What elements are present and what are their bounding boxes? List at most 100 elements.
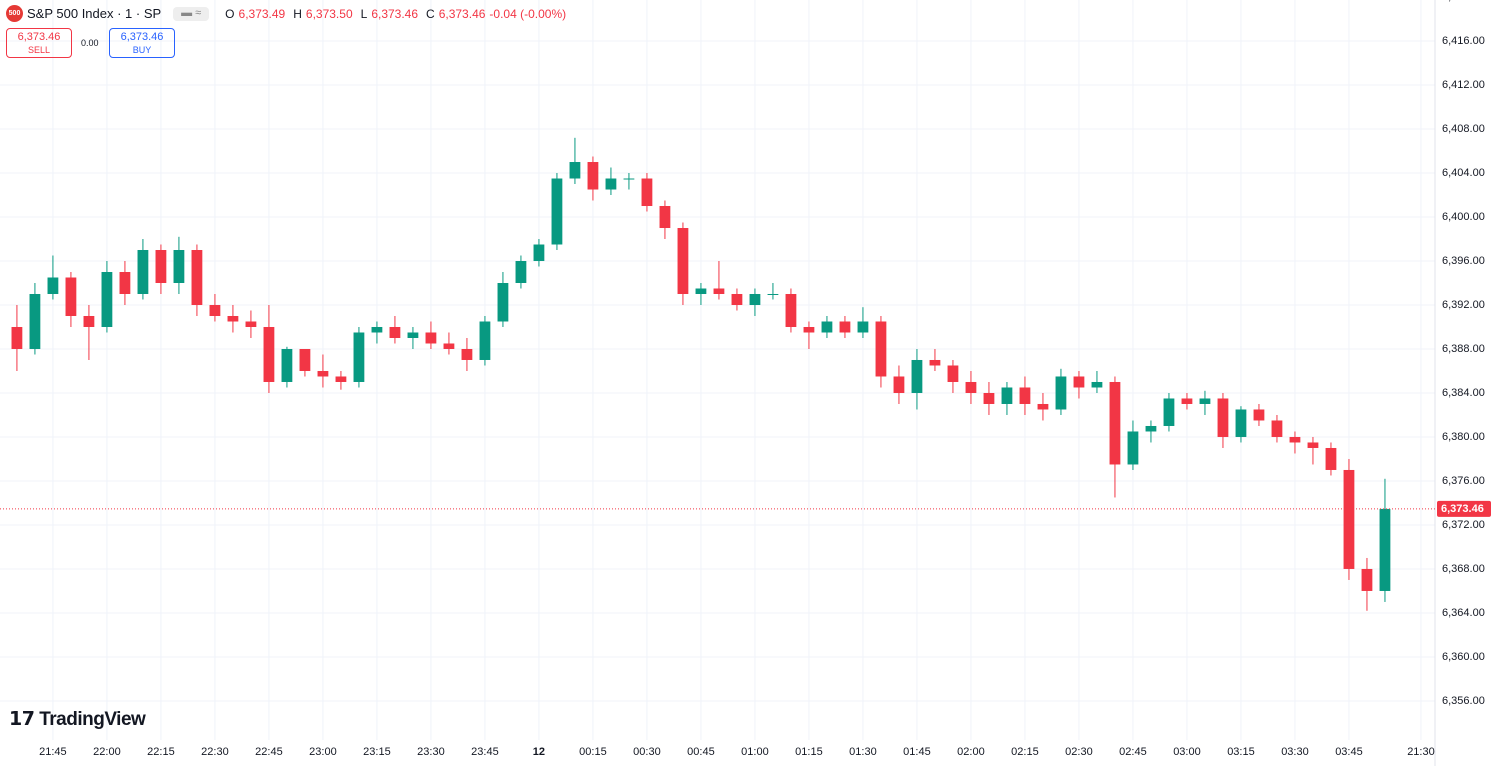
candle-body bbox=[479, 321, 491, 360]
candle-body bbox=[605, 178, 617, 190]
candle-body bbox=[821, 321, 833, 333]
x-tick-label: 01:45 bbox=[903, 746, 931, 758]
candle-body bbox=[263, 326, 275, 382]
candle-body bbox=[407, 332, 419, 338]
candle-body bbox=[65, 277, 77, 316]
sell-button[interactable]: 6,373.46 SELL bbox=[6, 28, 72, 58]
sell-label: SELL bbox=[27, 45, 51, 55]
candle-body bbox=[623, 178, 635, 180]
candle-body bbox=[659, 206, 671, 229]
candle-body bbox=[191, 250, 203, 305]
x-tick-label: 01:30 bbox=[849, 746, 877, 758]
y-tick-label: 6,400.00 bbox=[1442, 211, 1485, 223]
candle-body bbox=[1361, 568, 1373, 591]
candle-body bbox=[29, 293, 41, 349]
candle-body bbox=[1271, 420, 1283, 437]
candle-body bbox=[1127, 431, 1139, 465]
candle-body bbox=[893, 376, 905, 393]
candle-body bbox=[1181, 398, 1193, 404]
y-tick-label: 6,360.00 bbox=[1442, 651, 1485, 663]
candle-body bbox=[1343, 469, 1355, 569]
ohlc-value: 6,373.50 bbox=[305, 6, 353, 21]
spread: 0.00 bbox=[81, 38, 99, 48]
candle-body bbox=[119, 272, 131, 294]
candle-body bbox=[1037, 403, 1049, 410]
x-tick-label: 00:30 bbox=[633, 746, 661, 758]
x-tick-label: 23:30 bbox=[417, 746, 445, 758]
candle-body bbox=[1073, 376, 1085, 388]
candle-body bbox=[101, 272, 113, 327]
last-price-box bbox=[1437, 500, 1491, 517]
candle-body bbox=[1109, 381, 1121, 465]
buy-label: BUY bbox=[132, 45, 152, 55]
y-tick-label: 6,420.00 bbox=[1442, 0, 1485, 3]
x-tick-label: 22:15 bbox=[147, 746, 175, 758]
candle-body bbox=[515, 261, 527, 283]
x-tick-label: 02:15 bbox=[1011, 746, 1039, 758]
candle-body bbox=[1307, 442, 1319, 448]
candle-body bbox=[155, 250, 167, 283]
last-price-label: 6,373.46 bbox=[1441, 503, 1484, 515]
candle-body bbox=[839, 321, 851, 333]
candle-body bbox=[731, 293, 743, 305]
x-tick-label: 00:45 bbox=[687, 746, 715, 758]
candle-body bbox=[587, 162, 599, 190]
candle-body bbox=[767, 293, 779, 295]
buy-button[interactable]: 6,373.46 BUY bbox=[109, 28, 175, 58]
candle-body bbox=[713, 288, 725, 294]
candle-body bbox=[137, 250, 149, 294]
x-tick-label: 03:15 bbox=[1227, 746, 1255, 758]
candle-body bbox=[1163, 398, 1175, 426]
candle-body bbox=[461, 348, 473, 360]
symbol[interactable]: S&P 500 Index · 1 · SP bbox=[27, 6, 162, 21]
x-tick-label: 23:00 bbox=[309, 746, 337, 758]
x-tick-label: 00:15 bbox=[579, 746, 607, 758]
y-tick-label: 6,412.00 bbox=[1442, 79, 1485, 91]
candle-body bbox=[281, 348, 293, 382]
candle-body bbox=[371, 326, 383, 333]
y-tick-label: 6,356.00 bbox=[1442, 695, 1485, 707]
candle-body bbox=[965, 381, 977, 393]
candle-body bbox=[425, 332, 437, 344]
y-tick-label: 6,372.00 bbox=[1442, 519, 1485, 531]
x-tick-label: 22:00 bbox=[93, 746, 121, 758]
candle-body bbox=[1199, 398, 1211, 404]
symbol-badge: 500 bbox=[6, 5, 23, 22]
x-tick-label: 02:00 bbox=[957, 746, 985, 758]
candle-body bbox=[443, 343, 455, 349]
candle-body bbox=[749, 293, 761, 305]
y-tick-label: 6,380.00 bbox=[1442, 431, 1485, 443]
ohlc-value: 6,373.46 bbox=[438, 6, 486, 21]
change: -0.04 (-0.00%) bbox=[489, 6, 567, 21]
candle-body bbox=[1055, 376, 1067, 410]
ohlc-label: O bbox=[225, 6, 235, 21]
x-tick-label: 23:45 bbox=[471, 746, 499, 758]
x-tick-label: 23:15 bbox=[363, 746, 391, 758]
x-tick-label: 21:30 bbox=[1407, 746, 1435, 758]
logo[interactable]: 𝟭𝟳 TradingView bbox=[9, 709, 146, 730]
y-tick-label: 6,392.00 bbox=[1442, 299, 1485, 311]
candle-body bbox=[209, 304, 221, 316]
ohlc-value: 6,373.46 bbox=[371, 6, 419, 21]
candle-body bbox=[389, 326, 401, 338]
buy-price: 6,373.46 bbox=[120, 31, 164, 43]
toggle[interactable]: ▬ ≈ bbox=[173, 6, 210, 21]
y-tick-label: 6,364.00 bbox=[1442, 607, 1485, 619]
y-tick-label: 6,416.00 bbox=[1442, 35, 1485, 47]
x-tick-label: 03:30 bbox=[1281, 746, 1309, 758]
candle-body bbox=[983, 392, 995, 404]
candle-body bbox=[551, 178, 563, 245]
candle-body bbox=[11, 326, 23, 349]
candle-body bbox=[47, 277, 59, 294]
candle-body bbox=[641, 178, 653, 207]
x-tick-label: 12 bbox=[533, 746, 545, 758]
y-tick-label: 6,408.00 bbox=[1442, 123, 1485, 135]
candle-body bbox=[1019, 387, 1031, 404]
candle-body bbox=[335, 376, 347, 382]
y-tick-label: 6,396.00 bbox=[1442, 255, 1485, 267]
y-tick-label: 6,376.00 bbox=[1442, 475, 1485, 487]
candle-body bbox=[1235, 409, 1247, 437]
candle-body bbox=[1145, 425, 1157, 432]
